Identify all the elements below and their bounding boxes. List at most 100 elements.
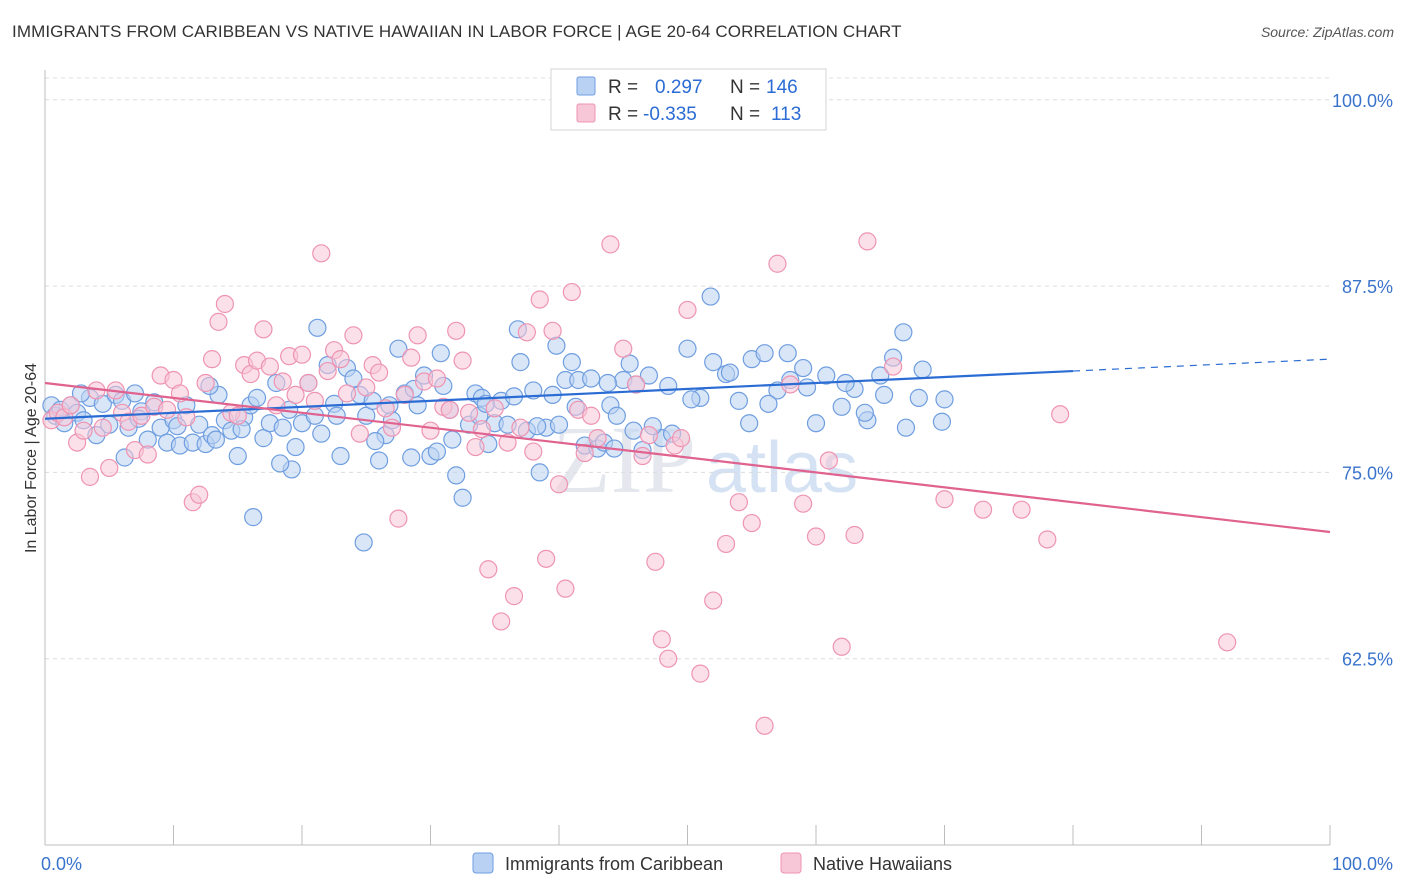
data-point xyxy=(447,466,466,485)
data-point xyxy=(549,475,569,494)
stats-legend: R = 0.297 N = 146 R = -0.335 N = 113 xyxy=(550,68,827,131)
trend-line-extension xyxy=(1072,358,1331,372)
data-point xyxy=(626,375,646,394)
data-point xyxy=(875,385,894,405)
data-point xyxy=(909,388,928,407)
data-point xyxy=(273,372,292,391)
stats-n-label-hawaiians: N = xyxy=(730,104,760,125)
data-point xyxy=(716,534,736,554)
data-point xyxy=(778,344,797,363)
legend-swatch-caribbean xyxy=(472,852,494,874)
data-point xyxy=(395,385,414,405)
data-point xyxy=(517,323,536,342)
data-point xyxy=(832,637,851,656)
series-layer xyxy=(42,232,1237,735)
data-point xyxy=(524,442,543,461)
data-point xyxy=(858,232,877,251)
data-point xyxy=(408,326,427,345)
data-point xyxy=(819,451,838,470)
data-point xyxy=(308,318,327,337)
data-point xyxy=(806,527,826,546)
stats-r-label-hawaiians: R = xyxy=(608,104,638,125)
data-point xyxy=(299,373,318,393)
data-point xyxy=(759,394,778,413)
data-point xyxy=(93,418,112,437)
stats-n-value-caribbean: 146 xyxy=(766,77,798,98)
data-point xyxy=(797,378,817,397)
data-point xyxy=(206,430,226,449)
data-point xyxy=(254,320,273,339)
data-point xyxy=(614,339,633,358)
data-point xyxy=(228,406,247,425)
data-point xyxy=(794,494,813,513)
legend-label-hawaiians: Native Hawaiians xyxy=(813,854,952,874)
data-point xyxy=(691,664,710,683)
watermark-zip: ZIP xyxy=(552,406,696,513)
data-point xyxy=(389,509,408,528)
data-point xyxy=(344,326,363,345)
data-point xyxy=(639,366,659,385)
data-point xyxy=(440,400,459,419)
chart-title: IMMIGRANTS FROM CARIBBEAN VS NATIVE HAWA… xyxy=(12,22,902,41)
data-point xyxy=(973,500,993,519)
x-tick-label: 100.0% xyxy=(1332,854,1393,874)
data-point xyxy=(1051,405,1070,424)
data-point xyxy=(528,417,547,436)
axes xyxy=(44,70,1331,846)
data-point xyxy=(370,451,389,470)
data-point xyxy=(547,336,566,355)
data-point xyxy=(582,406,601,425)
data-point xyxy=(459,403,479,422)
data-point xyxy=(530,290,549,309)
data-point xyxy=(331,350,350,369)
data-point xyxy=(894,323,913,342)
data-point xyxy=(453,351,472,370)
data-point xyxy=(794,358,813,378)
data-point xyxy=(286,385,305,405)
data-point xyxy=(704,353,723,372)
data-point xyxy=(427,369,447,388)
series-hawaiians xyxy=(42,232,1237,735)
data-point xyxy=(1038,530,1057,549)
data-point xyxy=(100,458,119,478)
data-point xyxy=(498,433,517,452)
data-point xyxy=(190,485,209,504)
data-point xyxy=(312,244,331,263)
data-point xyxy=(562,282,581,302)
data-point xyxy=(511,418,530,437)
data-point xyxy=(244,508,263,527)
data-point xyxy=(588,429,607,448)
data-point xyxy=(817,366,836,385)
data-point xyxy=(755,716,774,735)
data-point xyxy=(350,424,369,443)
data-point xyxy=(729,391,749,410)
stats-r-value-hawaiians: -0.335 xyxy=(643,104,697,125)
data-point xyxy=(624,421,643,440)
stats-n-label-caribbean: N = xyxy=(730,77,760,98)
data-point xyxy=(447,321,466,340)
data-point xyxy=(639,426,659,445)
data-point xyxy=(935,490,954,509)
data-point xyxy=(196,373,215,393)
stats-r-label-caribbean: R = xyxy=(608,77,638,98)
data-point xyxy=(832,397,851,416)
data-point xyxy=(530,463,549,482)
data-point xyxy=(273,418,292,437)
data-point xyxy=(556,579,575,598)
y-tick-labels: 62.5% 75.0% 87.5% 100.0% xyxy=(1332,91,1393,670)
data-point xyxy=(543,321,562,340)
data-point xyxy=(357,378,376,397)
data-point xyxy=(511,353,530,372)
data-point xyxy=(537,549,556,568)
data-point xyxy=(228,446,247,466)
data-point xyxy=(932,412,952,431)
data-point xyxy=(402,348,421,367)
data-point xyxy=(389,339,408,358)
data-point xyxy=(431,344,450,363)
data-point xyxy=(682,390,701,409)
data-point xyxy=(485,399,504,418)
data-point xyxy=(883,357,903,376)
legend-label-caribbean: Immigrants from Caribbean xyxy=(505,854,723,874)
data-point xyxy=(740,414,759,433)
